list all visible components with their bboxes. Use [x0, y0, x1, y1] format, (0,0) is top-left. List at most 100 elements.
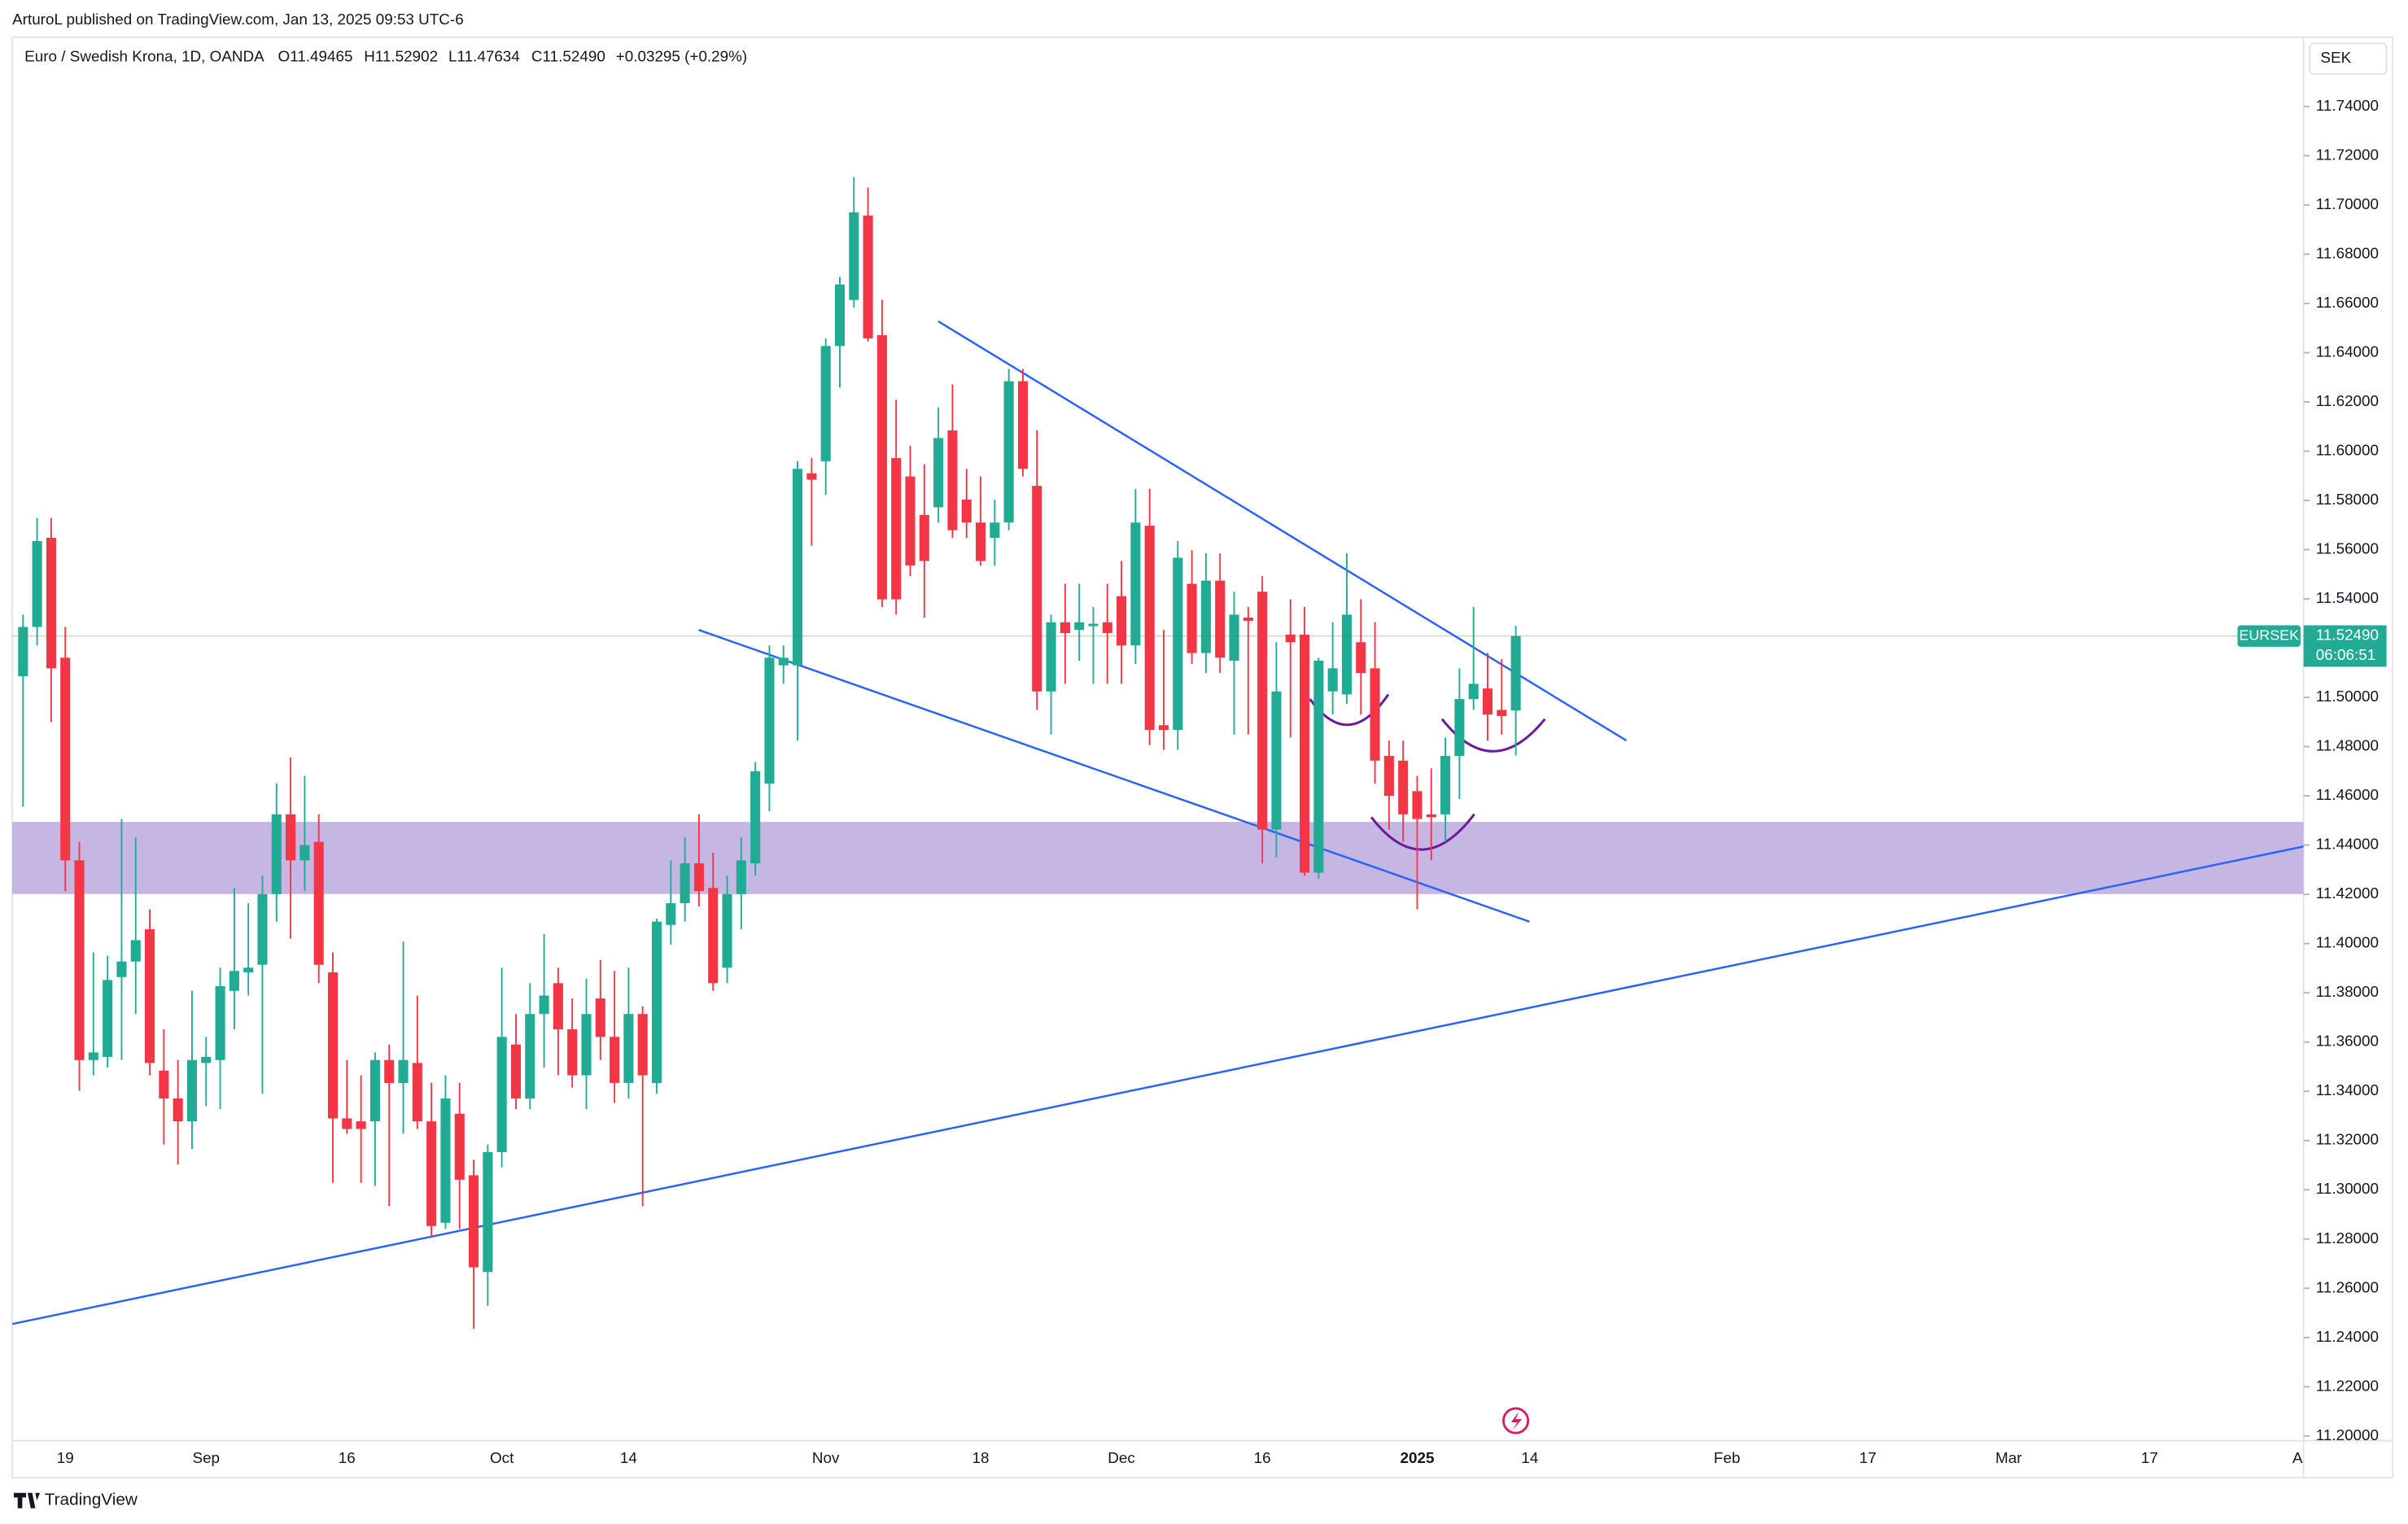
candle-body: [440, 1098, 451, 1223]
x-tick-label: 17: [1860, 1449, 1877, 1466]
candle-body: [398, 1059, 409, 1083]
candle-body: [1243, 618, 1253, 621]
candle-body: [1144, 526, 1155, 730]
countdown-label: 06:06:51: [2316, 646, 2375, 663]
candle-body: [1102, 622, 1112, 634]
candle-body: [356, 1121, 366, 1129]
legend-title: Euro / Swedish Krona, 1D, OANDA: [24, 47, 264, 64]
candle-body: [201, 1056, 212, 1063]
candle-body: [990, 522, 1000, 538]
y-tick-label: 11.66000: [2316, 294, 2379, 311]
candle-body: [215, 986, 225, 1060]
candle-body: [933, 438, 944, 508]
candle-body: [680, 863, 690, 904]
x-tick-label: 16: [339, 1449, 356, 1466]
y-tick-label: 11.38000: [2316, 983, 2379, 1000]
candle-body: [1440, 756, 1451, 814]
candle-body: [1285, 634, 1296, 643]
y-tick-label: 11.68000: [2316, 244, 2379, 261]
candle-body: [919, 514, 929, 561]
candle-body: [778, 657, 789, 666]
y-tick-label: 11.60000: [2316, 441, 2379, 458]
y-tick-label: 11.34000: [2316, 1081, 2379, 1098]
x-axis-labels: 19 Sep 16 Oct 14 Nov 18 Dec 16 2025 14 Feb 17 Mar 17 Ap…: [57, 1449, 2304, 1466]
y-tick-label: 11.72000: [2316, 146, 2379, 163]
candle-body: [1412, 791, 1423, 819]
candle-body: [1383, 756, 1394, 797]
candle-body: [595, 998, 605, 1037]
cup-arc: [1370, 813, 1475, 851]
candle-body: [369, 1059, 380, 1122]
candle-body: [384, 1059, 395, 1083]
y-tick-label: 11.54000: [2316, 589, 2379, 606]
candle-body: [454, 1113, 465, 1180]
candle-body: [525, 1014, 535, 1098]
candle-body: [271, 814, 282, 894]
symbol-tag: [2237, 625, 2301, 647]
candle-body: [88, 1052, 98, 1060]
candle-body: [243, 967, 254, 973]
candle-body: [905, 476, 916, 565]
candle-body: [961, 500, 972, 523]
candle-body: [60, 657, 71, 861]
y-tick-label: 11.22000: [2316, 1377, 2379, 1394]
legend-close: C11.52490: [531, 47, 605, 64]
candle-body: [1497, 710, 1507, 717]
x-tick-label: 2025: [1401, 1449, 1435, 1466]
candle-body: [186, 1059, 198, 1122]
candle-body: [103, 980, 113, 1057]
candle-body: [793, 469, 803, 666]
candle-body: [1454, 699, 1465, 757]
candle-body: [510, 1044, 522, 1098]
y-tick-label: 11.74000: [2316, 97, 2379, 114]
y-tick-label: 11.36000: [2316, 1033, 2379, 1050]
candle-body: [469, 1175, 479, 1268]
candle-body: [496, 1037, 507, 1152]
candle-body: [1158, 725, 1169, 730]
candle-body: [736, 860, 746, 894]
y-tick-label: 11.58000: [2316, 491, 2379, 508]
candle-body: [834, 284, 846, 347]
candle-body: [975, 522, 986, 561]
candle-body: [693, 863, 704, 892]
candle-body: [1200, 580, 1211, 653]
frame: [11, 36, 2394, 1478]
candle-body: [18, 627, 28, 677]
x-tick-label: 19: [57, 1449, 74, 1466]
y-tick-label: 11.62000: [2316, 392, 2379, 409]
candle-body: [159, 1070, 169, 1098]
y-tick-label: 11.42000: [2316, 884, 2379, 902]
trend-line: [698, 629, 1530, 923]
legend-low: L11.47634: [448, 47, 520, 64]
candle-body: [1173, 557, 1183, 730]
support-zone: [12, 822, 2304, 894]
candle-body: [1003, 381, 1014, 523]
symbol-tag-label: EURSEK: [2239, 627, 2299, 643]
candle-body: [313, 841, 324, 965]
legend-open: O11.49465: [278, 47, 353, 64]
candle-body: [1215, 580, 1226, 658]
candle-body: [1300, 634, 1310, 873]
currency-box[interactable]: [2309, 42, 2388, 76]
y-tick-label: 11.26000: [2316, 1278, 2379, 1295]
candle-body: [750, 771, 761, 864]
candle-body: [876, 334, 887, 600]
candle-body: [863, 215, 873, 338]
y-tick-label: 11.70000: [2316, 195, 2379, 212]
candle-body: [849, 212, 859, 300]
candle-body: [1468, 683, 1479, 700]
candle-body: [1229, 614, 1239, 661]
candle-body: [553, 983, 563, 1029]
candle-body: [1257, 592, 1268, 830]
candle-body: [806, 473, 817, 480]
x-tick-label: 17: [2141, 1449, 2158, 1466]
legend-change: +0.03295 (+0.29%): [616, 47, 747, 64]
candle-body: [46, 537, 56, 669]
candle-body: [1046, 622, 1056, 692]
candle-body: [891, 457, 902, 600]
candle-body: [1088, 623, 1099, 627]
y-tick-label: 11.46000: [2316, 786, 2379, 803]
candle-body: [539, 995, 549, 1015]
